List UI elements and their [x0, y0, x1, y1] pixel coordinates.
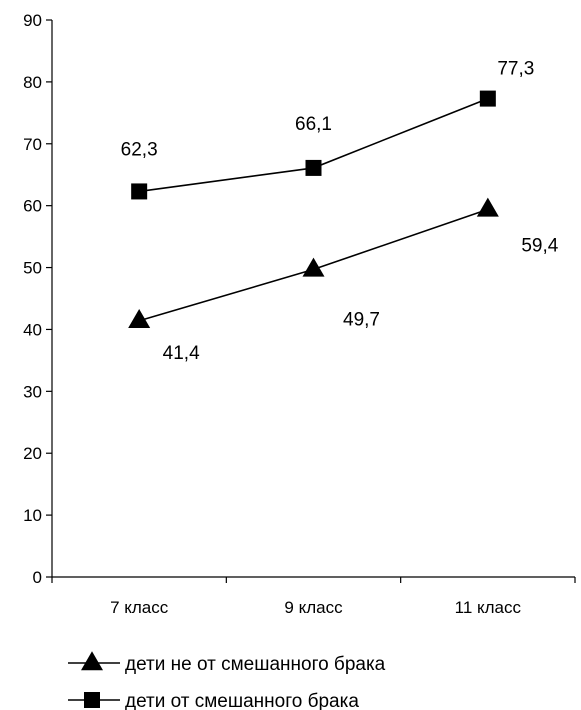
triangle-marker — [81, 651, 103, 671]
legend-label: дети от смешанного брака — [125, 691, 359, 710]
y-tick-label: 40 — [23, 320, 42, 339]
y-tick-label: 0 — [33, 568, 42, 587]
series-line — [139, 97, 489, 193]
y-tick-label: 80 — [23, 73, 42, 92]
data-label: 41,4 — [163, 343, 200, 364]
y-tick-label: 90 — [23, 11, 42, 30]
data-label: 59,4 — [521, 235, 558, 256]
x-tick-label: 9 класс — [284, 598, 343, 617]
y-axis-ticks: 0 10 20 30 40 50 60 70 80 90 — [23, 11, 52, 587]
triangle-marker — [476, 197, 499, 217]
y-tick-label: 50 — [23, 259, 42, 278]
data-label: 77,3 — [497, 59, 534, 80]
series-layer — [128, 90, 499, 328]
triangle-marker — [302, 257, 325, 277]
square-marker — [479, 90, 496, 107]
x-axis-ticks: 7 класс 9 класс 11 класс — [51, 577, 576, 617]
square-marker — [305, 159, 322, 176]
y-tick-label: 70 — [23, 135, 42, 154]
square-marker — [84, 692, 100, 708]
y-tick-label: 60 — [23, 197, 42, 216]
y-tick-label: 10 — [23, 506, 42, 525]
data-label: 66,1 — [295, 114, 332, 135]
x-tick-label: 7 класс — [110, 598, 169, 617]
legend-item: дети от смешанного брака — [68, 691, 359, 710]
legend: дети не от смешанного брака дети от смеша… — [68, 651, 386, 710]
axes — [51, 20, 575, 578]
data-label: 62,3 — [121, 139, 158, 160]
series-square — [131, 90, 496, 200]
x-tick-label: 11 класс — [455, 598, 522, 617]
data-label: 49,7 — [343, 309, 380, 330]
legend-label: дети не от смешанного брака — [125, 654, 386, 675]
legend-item: дети не от смешанного брака — [68, 651, 386, 675]
y-tick-label: 30 — [23, 382, 42, 401]
series-triangle — [128, 197, 499, 328]
y-tick-label: 20 — [23, 444, 42, 463]
data-labels: 41,4 49,7 59,4 62,3 66,1 77,3 — [121, 59, 559, 364]
square-marker — [131, 183, 148, 200]
triangle-marker — [128, 309, 151, 328]
